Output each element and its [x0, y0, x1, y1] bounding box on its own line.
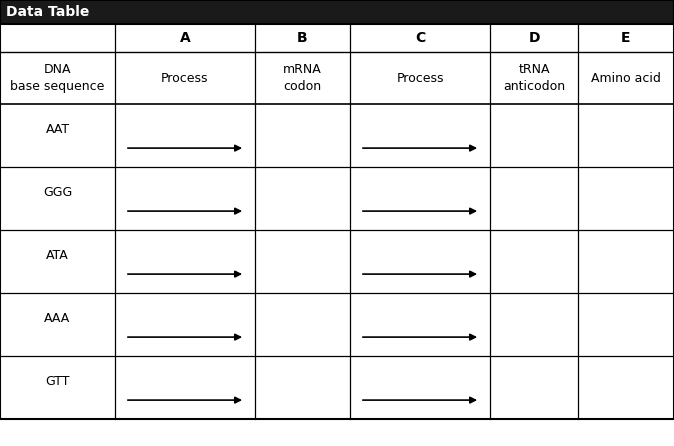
- Text: DNA
base sequence: DNA base sequence: [10, 63, 104, 93]
- Text: C: C: [415, 31, 425, 45]
- Text: mRNA
codon: mRNA codon: [283, 63, 322, 93]
- Text: AAT: AAT: [45, 123, 69, 136]
- Text: B: B: [297, 31, 308, 45]
- Text: GGG: GGG: [43, 186, 72, 199]
- Text: Data Table: Data Table: [6, 5, 90, 19]
- Text: ATA: ATA: [46, 249, 69, 262]
- Text: Process: Process: [396, 71, 443, 84]
- Text: tRNA
anticodon: tRNA anticodon: [503, 63, 565, 93]
- Text: Process: Process: [161, 71, 209, 84]
- Text: E: E: [621, 31, 631, 45]
- Text: D: D: [528, 31, 540, 45]
- Text: GTT: GTT: [45, 375, 69, 388]
- Text: A: A: [180, 31, 190, 45]
- Text: AAA: AAA: [44, 312, 71, 325]
- Bar: [0, 0, 674, 24]
- Text: Amino acid: Amino acid: [591, 71, 661, 84]
